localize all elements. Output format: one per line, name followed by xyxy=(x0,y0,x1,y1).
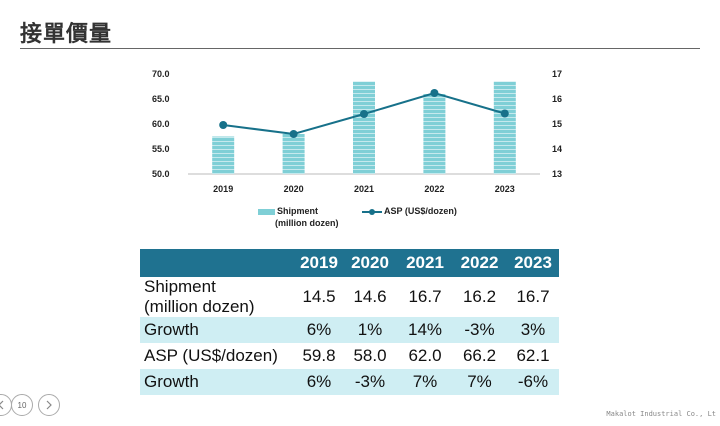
x-axis-tick-label: 2022 xyxy=(424,184,444,194)
shipment-bar xyxy=(423,94,446,174)
table-header-cell: 2019 xyxy=(296,249,342,277)
table-cell: 62.1 xyxy=(507,343,559,369)
x-axis-tick-label: 2021 xyxy=(354,184,374,194)
table-row-label: Shipment (million dozen) xyxy=(140,277,296,317)
x-axis-tick-label: 2023 xyxy=(495,184,515,194)
table-cell: 16.7 xyxy=(507,277,559,317)
table-row-label: Growth xyxy=(140,369,296,395)
right-axis-tick-label: 17 xyxy=(552,69,562,79)
right-axis-tick-label: 15 xyxy=(552,119,562,129)
table-row-shipment-growth: Growth 6% 1% 14% -3% 3% xyxy=(140,317,559,343)
asp-point xyxy=(500,109,509,118)
table-row-label: ASP (US$/dozen) xyxy=(140,343,296,369)
table-cell: 16.7 xyxy=(398,277,452,317)
table-cell: 3% xyxy=(507,317,559,343)
combo-chart: 70.0 65.0 60.0 55.0 50.0 17 16 15 14 13 2019 2020 20… xyxy=(152,69,562,194)
chevron-left-icon xyxy=(0,400,4,410)
title-divider xyxy=(20,48,700,49)
table-cell: 59.8 xyxy=(296,343,342,369)
table-cell: 6% xyxy=(296,317,342,343)
left-axis-tick-label: 55.0 xyxy=(152,144,170,154)
page-number: 10 xyxy=(11,394,33,416)
table-cell: -3% xyxy=(452,317,507,343)
left-axis-tick-label: 65.0 xyxy=(152,94,170,104)
table-cell: 58.0 xyxy=(342,343,398,369)
legend-swatch-asp xyxy=(362,208,382,216)
footer-company: Makalot Industrial Co., Lt xyxy=(606,410,716,418)
right-axis-tick-label: 14 xyxy=(552,144,562,154)
table-header-cell: 2022 xyxy=(452,249,507,277)
asp-point xyxy=(360,110,368,118)
left-axis-tick-label: 60.0 xyxy=(152,119,170,129)
table-cell: 7% xyxy=(398,369,452,395)
asp-point xyxy=(289,130,298,138)
legend-label-shipment-unit: (million dozen) xyxy=(275,218,339,228)
table-header-cell xyxy=(140,249,296,277)
shipment-bar xyxy=(282,134,305,174)
legend-swatch-shipment xyxy=(258,208,275,215)
x-axis-tick-label: 2020 xyxy=(284,184,304,194)
table-cell: -6% xyxy=(507,369,559,395)
asp-point xyxy=(430,89,439,97)
table-cell: 16.2 xyxy=(452,277,507,317)
table-row-asp-growth: Growth 6% -3% 7% 7% -6% xyxy=(140,369,559,395)
table-cell: 62.0 xyxy=(398,343,452,369)
table-header-cell: 2020 xyxy=(342,249,398,277)
legend-label-asp: ASP (US$/dozen) xyxy=(384,206,457,216)
row-label-line1: Shipment xyxy=(144,277,216,296)
table-row-shipment: Shipment (million dozen) 14.5 14.6 16.7 1… xyxy=(140,277,559,317)
legend-item-shipment: Shipment xyxy=(258,206,318,216)
left-axis-tick-label: 70.0 xyxy=(152,69,170,79)
shipment-bar xyxy=(493,81,516,174)
shipment-bar xyxy=(212,136,235,174)
table-cell: -3% xyxy=(342,369,398,395)
table-cell: 7% xyxy=(452,369,507,395)
next-slide-button[interactable] xyxy=(38,394,60,416)
table-row-asp: ASP (US$/dozen) 59.8 58.0 62.0 66.2 62.1 xyxy=(140,343,559,369)
right-axis-tick-label: 13 xyxy=(552,169,562,179)
chevron-right-icon xyxy=(46,400,52,410)
shipment-bar xyxy=(353,81,375,174)
table-cell: 1% xyxy=(342,317,398,343)
asp-point xyxy=(219,121,228,129)
row-label-line2: (million dozen) xyxy=(144,297,255,316)
legend-item-asp: ASP (US$/dozen) xyxy=(362,206,457,216)
table-header-cell: 2023 xyxy=(507,249,559,277)
table-header-cell: 2021 xyxy=(398,249,452,277)
table-cell: 14.6 xyxy=(342,277,398,317)
x-axis-tick-label: 2019 xyxy=(213,184,233,194)
page-title: 接單價量 xyxy=(20,22,113,47)
table-row-label: Growth xyxy=(140,317,296,343)
right-axis-tick-label: 16 xyxy=(552,94,562,104)
table-cell: 14% xyxy=(398,317,452,343)
table-cell: 14.5 xyxy=(296,277,342,317)
table-header-row: 2019 2020 2021 2022 2023 xyxy=(140,249,559,277)
legend-label-shipment: Shipment xyxy=(277,206,319,216)
data-table: 2019 2020 2021 2022 2023 Shipment (millio… xyxy=(140,249,559,395)
table-cell: 6% xyxy=(296,369,342,395)
left-axis-tick-label: 50.0 xyxy=(152,169,170,179)
table-cell: 66.2 xyxy=(452,343,507,369)
